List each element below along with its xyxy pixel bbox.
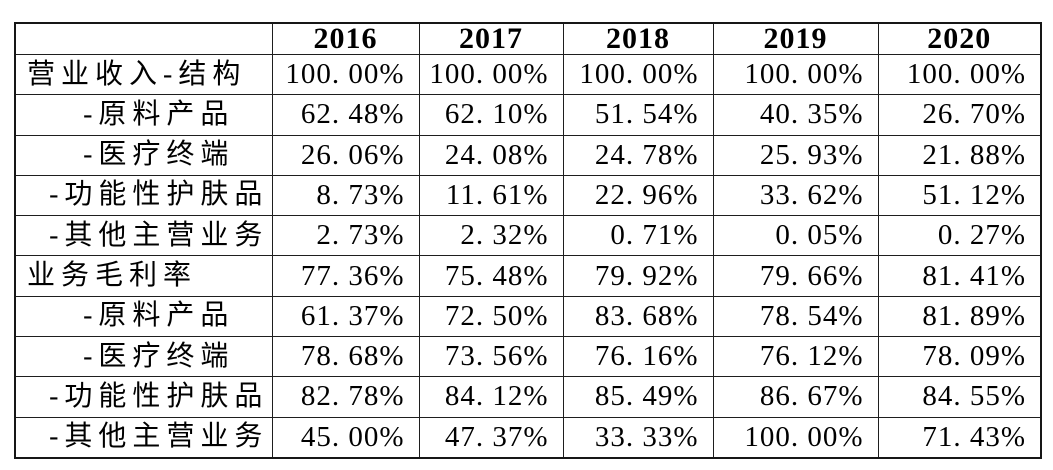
row-label: 业务毛利率: [14, 255, 273, 297]
value-cell: 47. 37%: [418, 416, 564, 459]
row-label: -功能性护肤品: [14, 174, 273, 217]
row-label: -其他主营业务: [14, 416, 273, 459]
value-cell: 85. 49%: [562, 376, 714, 418]
value-cell: 33. 62%: [712, 174, 879, 217]
row-label: -其他主营业务: [14, 215, 273, 257]
financial-table-container: 2016 2017 2018 2019 2020 营业收入-结构 100. 00% 100.…: [14, 22, 1042, 459]
row-label: -医疗终端: [14, 134, 273, 176]
year-header: 2016: [271, 22, 420, 55]
value-cell: 84. 12%: [418, 376, 564, 418]
row-label: -医疗终端: [14, 335, 273, 378]
year-header: 2019: [712, 22, 879, 55]
value-cell: 76. 16%: [562, 335, 714, 378]
table-row: 业务毛利率 77. 36% 75. 48% 79. 92% 79. 66% 81. 41%: [14, 255, 1042, 297]
row-label: -原料产品: [14, 295, 273, 337]
row-label: 营业收入-结构: [14, 53, 273, 96]
year-header: 2018: [562, 22, 714, 55]
table-row: 营业收入-结构 100. 00% 100. 00% 100. 00% 100. 00% 1…: [14, 53, 1042, 96]
value-cell: 100. 00%: [418, 53, 564, 96]
value-cell: 11. 61%: [418, 174, 564, 217]
value-cell: 76. 12%: [712, 335, 879, 378]
value-cell: 8. 73%: [271, 174, 420, 217]
table-row: -其他主营业务 45. 00% 47. 37% 33. 33% 100. 00% 71. …: [14, 416, 1042, 459]
value-cell: 45. 00%: [271, 416, 420, 459]
value-cell: 51. 12%: [877, 174, 1042, 217]
value-cell: 61. 37%: [271, 295, 420, 337]
value-cell: 78. 09%: [877, 335, 1042, 378]
header-row: 2016 2017 2018 2019 2020: [14, 22, 1042, 55]
value-cell: 26. 70%: [877, 94, 1042, 136]
value-cell: 62. 48%: [271, 94, 420, 136]
value-cell: 2. 73%: [271, 215, 420, 257]
value-cell: 40. 35%: [712, 94, 879, 136]
value-cell: 77. 36%: [271, 255, 420, 297]
row-label: -功能性护肤品: [14, 376, 273, 418]
value-cell: 71. 43%: [877, 416, 1042, 459]
table-row: -功能性护肤品 8. 73% 11. 61% 22. 96% 33. 62% 51. 12…: [14, 174, 1042, 217]
value-cell: 73. 56%: [418, 335, 564, 378]
table-row: -医疗终端 26. 06% 24. 08% 24. 78% 25. 93% 21. 88%: [14, 134, 1042, 176]
table-row: -其他主营业务 2. 73% 2. 32% 0. 71% 0. 05% 0. 27%: [14, 215, 1042, 257]
value-cell: 0. 71%: [562, 215, 714, 257]
value-cell: 2. 32%: [418, 215, 564, 257]
table-body: 营业收入-结构 100. 00% 100. 00% 100. 00% 100. 00% 1…: [14, 53, 1042, 459]
value-cell: 100. 00%: [877, 53, 1042, 96]
value-cell: 78. 54%: [712, 295, 879, 337]
value-cell: 82. 78%: [271, 376, 420, 418]
value-cell: 84. 55%: [877, 376, 1042, 418]
value-cell: 81. 89%: [877, 295, 1042, 337]
value-cell: 24. 78%: [562, 134, 714, 176]
table-row: -医疗终端 78. 68% 73. 56% 76. 16% 76. 12% 78. 09%: [14, 335, 1042, 378]
value-cell: 81. 41%: [877, 255, 1042, 297]
value-cell: 100. 00%: [712, 416, 879, 459]
value-cell: 22. 96%: [562, 174, 714, 217]
row-label: -原料产品: [14, 94, 273, 136]
table-row: -原料产品 62. 48% 62. 10% 51. 54% 40. 35% 26. 70%: [14, 94, 1042, 136]
value-cell: 21. 88%: [877, 134, 1042, 176]
value-cell: 100. 00%: [271, 53, 420, 96]
value-cell: 26. 06%: [271, 134, 420, 176]
value-cell: 75. 48%: [418, 255, 564, 297]
value-cell: 0. 27%: [877, 215, 1042, 257]
value-cell: 86. 67%: [712, 376, 879, 418]
value-cell: 33. 33%: [562, 416, 714, 459]
value-cell: 100. 00%: [562, 53, 714, 96]
table-row: -原料产品 61. 37% 72. 50% 83. 68% 78. 54% 81. 89%: [14, 295, 1042, 337]
revenue-structure-margin-table: 2016 2017 2018 2019 2020 营业收入-结构 100. 00% 100.…: [14, 22, 1042, 459]
value-cell: 83. 68%: [562, 295, 714, 337]
value-cell: 62. 10%: [418, 94, 564, 136]
value-cell: 25. 93%: [712, 134, 879, 176]
corner-cell: [14, 22, 273, 55]
year-header: 2020: [877, 22, 1042, 55]
value-cell: 100. 00%: [712, 53, 879, 96]
table-row: -功能性护肤品 82. 78% 84. 12% 85. 49% 86. 67% 84. 5…: [14, 376, 1042, 418]
value-cell: 0. 05%: [712, 215, 879, 257]
value-cell: 79. 92%: [562, 255, 714, 297]
value-cell: 51. 54%: [562, 94, 714, 136]
value-cell: 72. 50%: [418, 295, 564, 337]
year-header: 2017: [418, 22, 564, 55]
value-cell: 79. 66%: [712, 255, 879, 297]
value-cell: 24. 08%: [418, 134, 564, 176]
value-cell: 78. 68%: [271, 335, 420, 378]
